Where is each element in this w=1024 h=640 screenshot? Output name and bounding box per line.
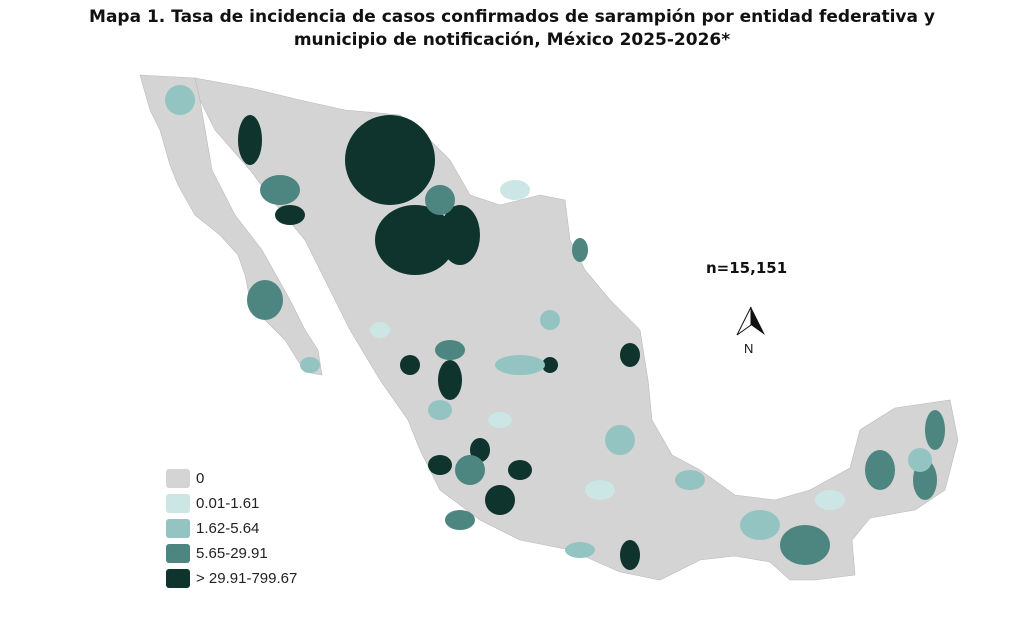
municipality-region bbox=[300, 357, 320, 373]
case-count-label: n=15,151 bbox=[706, 259, 788, 277]
municipality-region bbox=[440, 205, 480, 265]
legend-item: 0 bbox=[166, 466, 297, 491]
municipality-region bbox=[508, 460, 532, 480]
municipality-region bbox=[572, 238, 588, 262]
municipality-region bbox=[247, 280, 283, 320]
legend-label: 5.65-29.91 bbox=[196, 545, 268, 562]
municipality-region bbox=[428, 400, 452, 420]
municipality-region bbox=[428, 455, 452, 475]
municipality-region bbox=[865, 450, 895, 490]
municipality-region bbox=[620, 540, 640, 570]
title-line-1: Mapa 1. Tasa de incidencia de casos conf… bbox=[89, 7, 935, 27]
municipality-region bbox=[485, 485, 515, 515]
municipality-region bbox=[435, 340, 465, 360]
legend-label: > 29.91-799.67 bbox=[196, 570, 298, 587]
legend-swatch bbox=[166, 519, 190, 538]
legend-swatch bbox=[166, 569, 190, 588]
north-arrow: N bbox=[733, 305, 773, 359]
municipality-region bbox=[425, 185, 455, 215]
municipality-region bbox=[438, 360, 462, 400]
municipality-region bbox=[542, 357, 558, 373]
municipality-region bbox=[815, 490, 845, 510]
municipality-region bbox=[165, 85, 195, 115]
legend-item: > 29.91-799.67 bbox=[166, 566, 297, 591]
municipality-region bbox=[565, 542, 595, 558]
legend-item: 1.62-5.64 bbox=[166, 516, 297, 541]
municipality-region bbox=[370, 322, 390, 338]
legend-label: 0 bbox=[196, 470, 205, 487]
municipality-region bbox=[908, 448, 932, 472]
municipality-region bbox=[605, 425, 635, 455]
municipality-region bbox=[260, 175, 300, 205]
municipality-region bbox=[500, 180, 530, 200]
municipality-region bbox=[585, 480, 615, 500]
municipality-region bbox=[275, 205, 305, 225]
north-arrow-icon: N bbox=[736, 306, 765, 356]
municipality-region bbox=[780, 525, 830, 565]
municipality-region bbox=[445, 510, 475, 530]
municipality-region bbox=[740, 510, 780, 540]
mainland bbox=[194, 77, 959, 581]
legend-item: 5.65-29.91 bbox=[166, 541, 297, 566]
title-line-2: municipio de notificación, México 2025-2… bbox=[293, 30, 731, 50]
municipality-region bbox=[540, 310, 560, 330]
map-title: Mapa 1. Tasa de incidencia de casos conf… bbox=[0, 6, 1024, 52]
municipality-region bbox=[488, 412, 512, 428]
municipality-region bbox=[375, 205, 455, 275]
legend-swatch bbox=[166, 469, 190, 488]
municipality-region bbox=[345, 115, 435, 205]
municipality-regions bbox=[165, 85, 945, 570]
legend-label: 0.01-1.61 bbox=[196, 495, 260, 512]
municipality-region bbox=[495, 355, 545, 375]
municipality-region bbox=[238, 115, 262, 165]
north-label: N bbox=[744, 341, 753, 355]
legend-swatch bbox=[166, 494, 190, 513]
municipality-region bbox=[925, 410, 945, 450]
legend: 0 0.01-1.61 1.62-5.64 5.65-29.91 > 29.91-799… bbox=[166, 466, 297, 591]
municipality-region bbox=[675, 470, 705, 490]
municipality-region bbox=[620, 343, 640, 367]
legend-label: 1.62-5.64 bbox=[196, 520, 260, 537]
legend-item: 0.01-1.61 bbox=[166, 491, 297, 516]
legend-swatch bbox=[166, 544, 190, 563]
municipality-region bbox=[455, 455, 485, 485]
municipality-region bbox=[400, 355, 420, 375]
